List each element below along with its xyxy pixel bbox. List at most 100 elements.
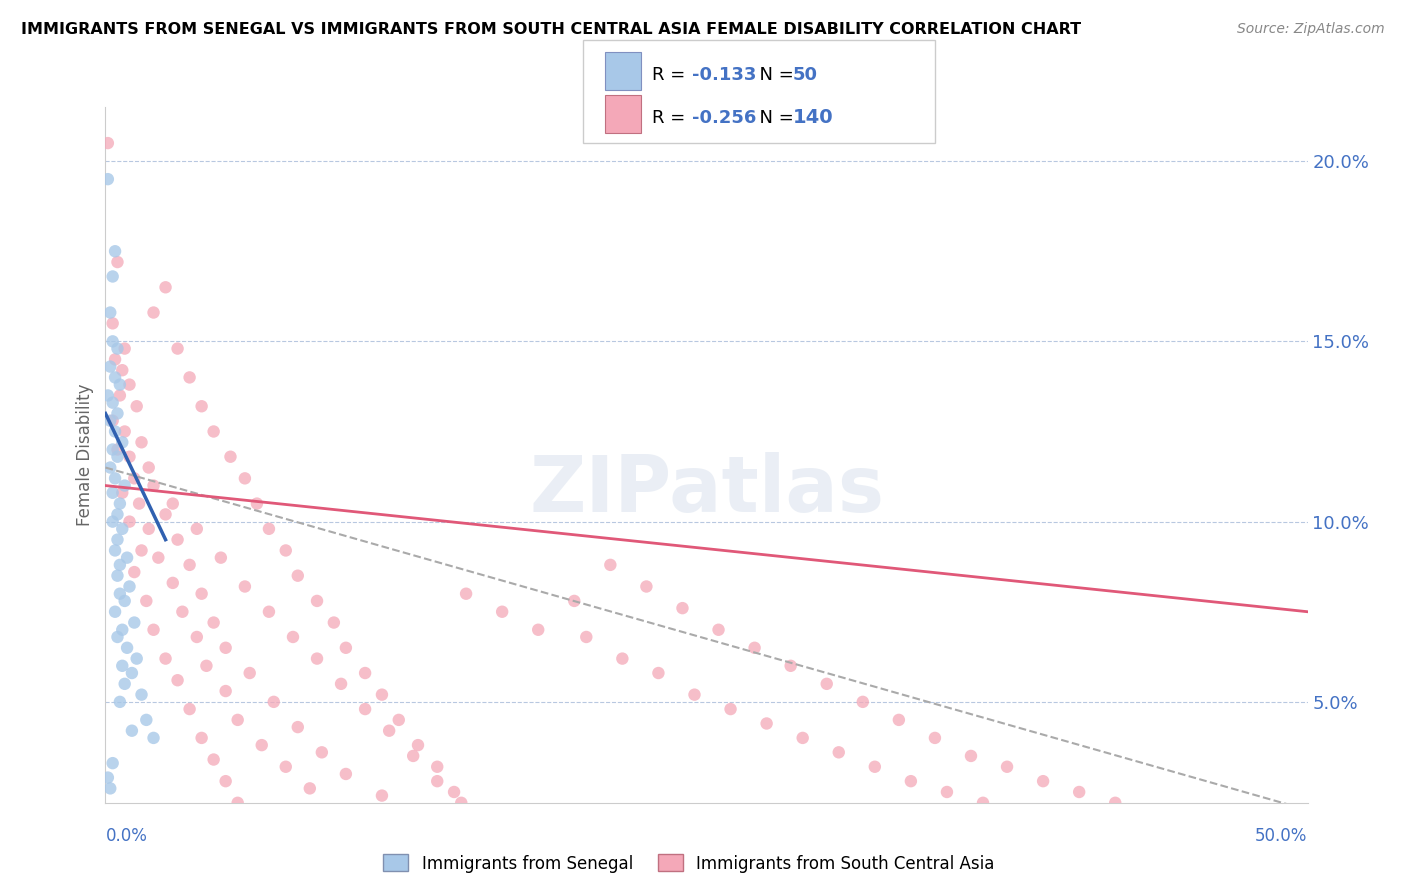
Point [612, 651, 634, 665]
Point [111, 485, 134, 500]
Point [1104, 796, 1126, 810]
Point [443, 785, 465, 799]
Point [226, 713, 249, 727]
Point [155, 508, 177, 522]
Point [960, 748, 983, 763]
Point [378, 723, 401, 738]
Point [108, 388, 131, 402]
Point [281, 630, 304, 644]
Point [114, 342, 136, 356]
Point [104, 244, 127, 259]
Point [97, 136, 120, 150]
Point [135, 594, 157, 608]
Point [287, 720, 309, 734]
Point [202, 753, 225, 767]
Point [104, 471, 127, 485]
Point [936, 785, 959, 799]
Point [402, 748, 425, 763]
Point [575, 630, 598, 644]
Text: 0.0%: 0.0% [105, 827, 148, 845]
Point [257, 522, 280, 536]
Point [1140, 803, 1163, 817]
Point [330, 677, 353, 691]
Point [1069, 785, 1091, 799]
Point [98, 460, 121, 475]
Point [683, 688, 706, 702]
Point [104, 543, 127, 558]
Point [426, 774, 449, 789]
Point [121, 723, 143, 738]
Point [142, 305, 165, 319]
Point [179, 702, 201, 716]
Point [755, 716, 778, 731]
Point [371, 789, 394, 803]
Point [135, 713, 157, 727]
Text: Source: ZipAtlas.com: Source: ZipAtlas.com [1237, 22, 1385, 37]
Point [239, 666, 262, 681]
Point [246, 497, 269, 511]
Point [131, 435, 153, 450]
Point [101, 395, 124, 409]
Point [454, 587, 477, 601]
Point [108, 558, 131, 572]
Point [226, 796, 249, 810]
Point [491, 605, 513, 619]
Point [443, 831, 465, 846]
Point [233, 471, 256, 485]
Point [111, 522, 134, 536]
Point [172, 605, 194, 619]
Point [1008, 810, 1031, 824]
Point [209, 550, 232, 565]
Point [636, 580, 658, 594]
Point [131, 688, 153, 702]
Point [484, 821, 506, 835]
Point [190, 399, 212, 413]
Point [347, 824, 370, 838]
Point [108, 695, 131, 709]
Point [118, 450, 141, 464]
Point [298, 781, 321, 796]
Text: -0.133: -0.133 [692, 66, 756, 84]
Point [162, 497, 184, 511]
Text: R =: R = [652, 66, 692, 84]
Point [671, 601, 693, 615]
Point [108, 497, 131, 511]
Point [101, 442, 124, 457]
Point [371, 847, 394, 861]
Point [101, 269, 124, 284]
Text: ZIPatlas: ZIPatlas [529, 451, 884, 528]
Point [148, 550, 170, 565]
Point [335, 640, 357, 655]
Legend: Immigrants from Senegal, Immigrants from South Central Asia: Immigrants from Senegal, Immigrants from… [377, 847, 1001, 880]
Point [887, 713, 910, 727]
Point [202, 615, 225, 630]
Point [166, 533, 188, 547]
Point [111, 623, 134, 637]
Point [101, 515, 124, 529]
Point [115, 550, 138, 565]
Point [371, 688, 394, 702]
Point [263, 695, 285, 709]
Y-axis label: Female Disability: Female Disability [76, 384, 94, 526]
Text: N =: N = [748, 66, 800, 84]
Point [305, 594, 328, 608]
Point [233, 580, 256, 594]
Point [720, 702, 742, 716]
Point [155, 651, 177, 665]
Point [195, 658, 218, 673]
Point [114, 478, 136, 492]
Point [214, 774, 236, 789]
Point [115, 640, 138, 655]
Point [527, 623, 550, 637]
Point [97, 388, 120, 402]
Point [450, 796, 472, 810]
Point [250, 738, 273, 752]
Point [214, 640, 236, 655]
Point [155, 280, 177, 294]
Point [474, 817, 496, 831]
Point [924, 731, 946, 745]
Point [406, 810, 429, 824]
Point [219, 450, 242, 464]
Point [1260, 854, 1282, 868]
Text: IMMIGRANTS FROM SENEGAL VS IMMIGRANTS FROM SOUTH CENTRAL ASIA FEMALE DISABILITY : IMMIGRANTS FROM SENEGAL VS IMMIGRANTS FR… [21, 22, 1081, 37]
